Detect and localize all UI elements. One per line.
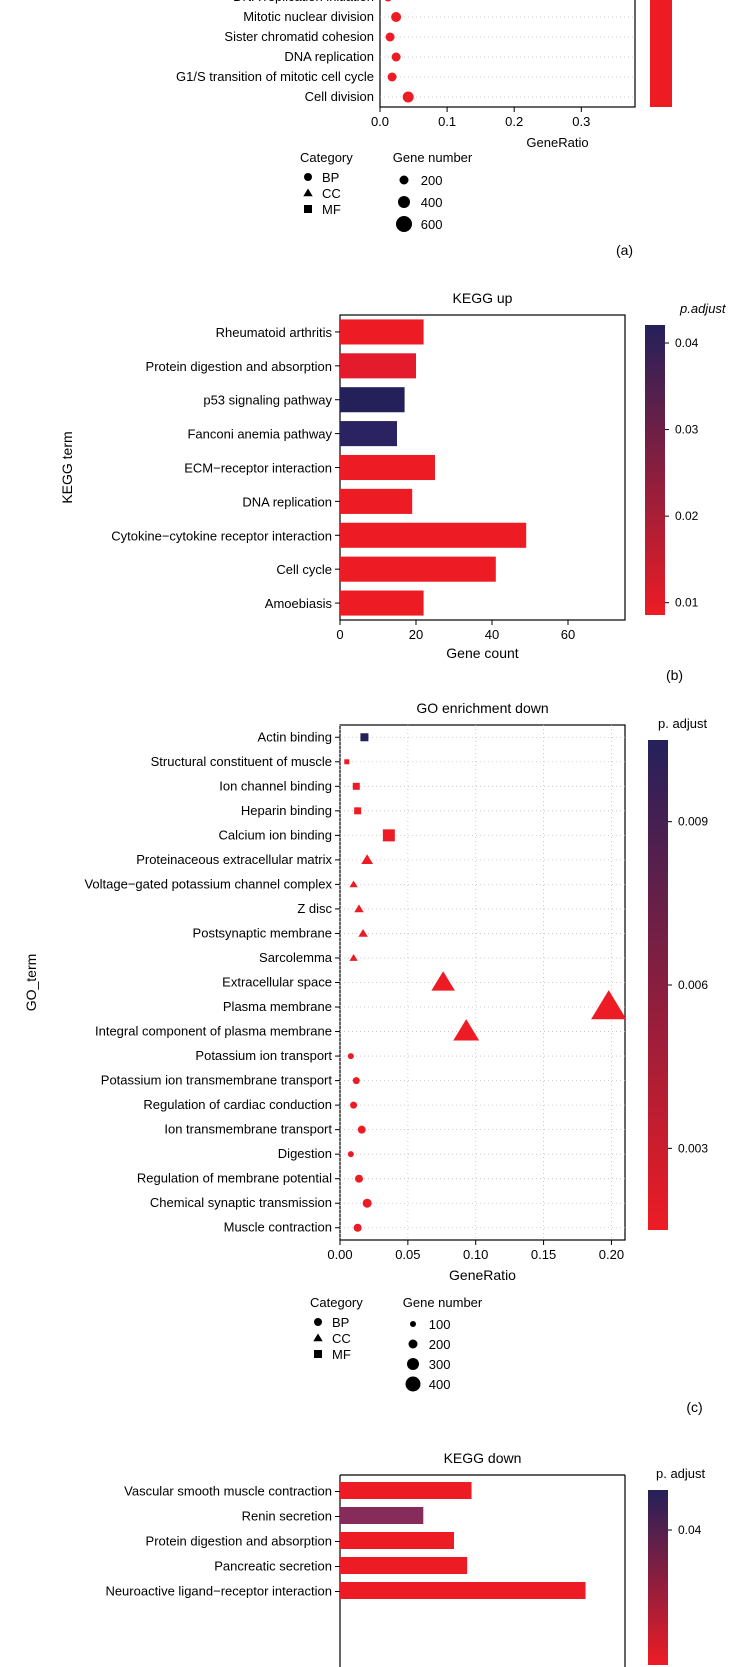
- svg-text:GeneRatio: GeneRatio: [449, 1267, 516, 1283]
- svg-text:Structural constituent of musc: Structural constituent of muscle: [151, 754, 332, 769]
- svg-text:Voltage−gated potassium channe: Voltage−gated potassium channel complex: [84, 876, 332, 891]
- svg-text:p.adjust: p.adjust: [679, 301, 727, 316]
- panel-c-plot: GO enrichment down Actin binding Structura…: [0, 695, 749, 1295]
- svg-text:0.2: 0.2: [505, 114, 523, 129]
- svg-text:Cell division: Cell division: [305, 89, 374, 104]
- svg-text:0.05: 0.05: [395, 1247, 420, 1262]
- svg-text:KEGG term: KEGG term: [59, 431, 75, 503]
- svg-text:Renin secretion: Renin secretion: [242, 1509, 332, 1524]
- svg-text:0.02: 0.02: [675, 509, 699, 523]
- svg-text:Proteinaceous extracellular ma: Proteinaceous extracellular matrix: [136, 852, 332, 867]
- svg-text:0.00: 0.00: [327, 1247, 352, 1262]
- svg-text:Pancreatic secretion: Pancreatic secretion: [214, 1559, 332, 1574]
- svg-text:0.1: 0.1: [438, 114, 456, 129]
- svg-text:DNA replication: DNA replication: [242, 494, 332, 509]
- svg-text:Regulation of membrane potenti: Regulation of membrane potential: [137, 1171, 332, 1186]
- svg-text:GO_term: GO_term: [23, 954, 39, 1012]
- svg-text:Ion transmembrane transport: Ion transmembrane transport: [164, 1122, 332, 1137]
- svg-text:60: 60: [561, 627, 575, 642]
- panel-a-plot: DNA replication initiation Mitotic nuclea…: [0, 0, 749, 152]
- svg-text:Integral component of plasma m: Integral component of plasma membrane: [95, 1024, 332, 1039]
- svg-text:Cell cycle: Cell cycle: [276, 562, 332, 577]
- svg-text:DNA replication initiation: DNA replication initiation: [233, 0, 374, 4]
- panel-b-plot: KEGG up Rheumatoid arthritis Protein diges…: [0, 285, 749, 660]
- panel-c: GO enrichment down Actin binding Structura…: [0, 695, 749, 1295]
- svg-text:0.20: 0.20: [599, 1247, 624, 1262]
- svg-text:0.009: 0.009: [678, 815, 708, 829]
- panel-c-legends: CategoryBPCCMFGene number100200300400: [310, 1295, 570, 1394]
- svg-text:GO enrichment down: GO enrichment down: [416, 700, 548, 716]
- svg-text:Neuroactive ligand−receptor in: Neuroactive ligand−receptor interaction: [105, 1584, 332, 1599]
- panel-a-legends: CategoryBPCCMFGene number200400600: [300, 150, 560, 235]
- svg-text:Gene count: Gene count: [446, 645, 518, 660]
- svg-text:Sister chromatid cohesion: Sister chromatid cohesion: [224, 29, 374, 44]
- svg-text:Muscle contraction: Muscle contraction: [224, 1220, 332, 1235]
- svg-text:Calcium ion binding: Calcium ion binding: [219, 827, 332, 842]
- svg-text:0.04: 0.04: [678, 1523, 702, 1537]
- svg-text:Ion channel binding: Ion channel binding: [219, 778, 332, 793]
- svg-text:KEGG up: KEGG up: [453, 290, 513, 306]
- svg-text:0.0: 0.0: [371, 114, 389, 129]
- svg-text:Digestion: Digestion: [278, 1146, 332, 1161]
- svg-text:0.15: 0.15: [531, 1247, 556, 1262]
- svg-text:Mitotic nuclear division: Mitotic nuclear division: [243, 9, 374, 24]
- svg-text:0.006: 0.006: [678, 978, 708, 992]
- panel-b: KEGG up Rheumatoid arthritis Protein diges…: [0, 285, 749, 660]
- svg-text:Protein digestion and absorpti: Protein digestion and absorption: [146, 359, 332, 374]
- svg-text:Potassium ion transmembrane tr: Potassium ion transmembrane transport: [101, 1073, 333, 1088]
- svg-text:G1/S transition of mitotic cel: G1/S transition of mitotic cell cycle: [176, 69, 374, 84]
- svg-text:0.3: 0.3: [572, 114, 590, 129]
- svg-text:0.10: 0.10: [463, 1247, 488, 1262]
- svg-text:Amoebiasis: Amoebiasis: [265, 596, 333, 611]
- svg-text:Actin binding: Actin binding: [258, 729, 332, 744]
- panel-d: KEGG down Vascular smooth muscle contract…: [0, 1445, 749, 1667]
- svg-text:20: 20: [409, 627, 423, 642]
- svg-text:0: 0: [336, 627, 343, 642]
- svg-text:0.04: 0.04: [675, 336, 699, 350]
- svg-text:p. adjust: p. adjust: [656, 1466, 706, 1481]
- panel-a: DNA replication initiation Mitotic nuclea…: [0, 0, 749, 152]
- svg-text:ECM−receptor interaction: ECM−receptor interaction: [184, 461, 332, 476]
- svg-text:Rheumatoid arthritis: Rheumatoid arthritis: [216, 325, 333, 340]
- svg-text:Sarcolemma: Sarcolemma: [259, 950, 333, 965]
- svg-text:Heparin binding: Heparin binding: [241, 803, 332, 818]
- svg-text:0.03: 0.03: [675, 423, 699, 437]
- svg-text:Regulation of cardiac conducti: Regulation of cardiac conduction: [143, 1097, 332, 1112]
- svg-text:p53 signaling pathway: p53 signaling pathway: [203, 393, 332, 408]
- svg-text:Cytokine−cytokine receptor int: Cytokine−cytokine receptor interaction: [111, 528, 332, 543]
- svg-text:Plasma membrane: Plasma membrane: [223, 999, 332, 1014]
- svg-text:p. adjust: p. adjust: [658, 716, 708, 731]
- panel-d-plot: KEGG down Vascular smooth muscle contract…: [0, 1445, 749, 1667]
- svg-text:0.003: 0.003: [678, 1141, 708, 1155]
- svg-text:Z disc: Z disc: [297, 901, 332, 916]
- svg-text:40: 40: [485, 627, 499, 642]
- panel-c-caption: (c): [320, 1399, 749, 1415]
- svg-text:DNA replication: DNA replication: [284, 49, 374, 64]
- svg-text:GeneRatio: GeneRatio: [526, 135, 588, 150]
- svg-text:Vascular smooth muscle contrac: Vascular smooth muscle contraction: [124, 1484, 332, 1499]
- panel-a-caption: (a): [250, 242, 749, 258]
- svg-text:0.01: 0.01: [675, 596, 699, 610]
- svg-text:KEGG down: KEGG down: [444, 1450, 522, 1466]
- svg-text:Protein digestion and absorpti: Protein digestion and absorption: [146, 1534, 332, 1549]
- svg-text:Postsynaptic membrane: Postsynaptic membrane: [193, 925, 332, 940]
- svg-text:Potassium ion transport: Potassium ion transport: [195, 1048, 332, 1063]
- svg-text:Chemical synaptic transmission: Chemical synaptic transmission: [150, 1195, 332, 1210]
- panel-b-caption: (b): [300, 667, 749, 683]
- svg-text:Fanconi anemia pathway: Fanconi anemia pathway: [187, 427, 332, 442]
- svg-text:Extracellular space: Extracellular space: [222, 975, 332, 990]
